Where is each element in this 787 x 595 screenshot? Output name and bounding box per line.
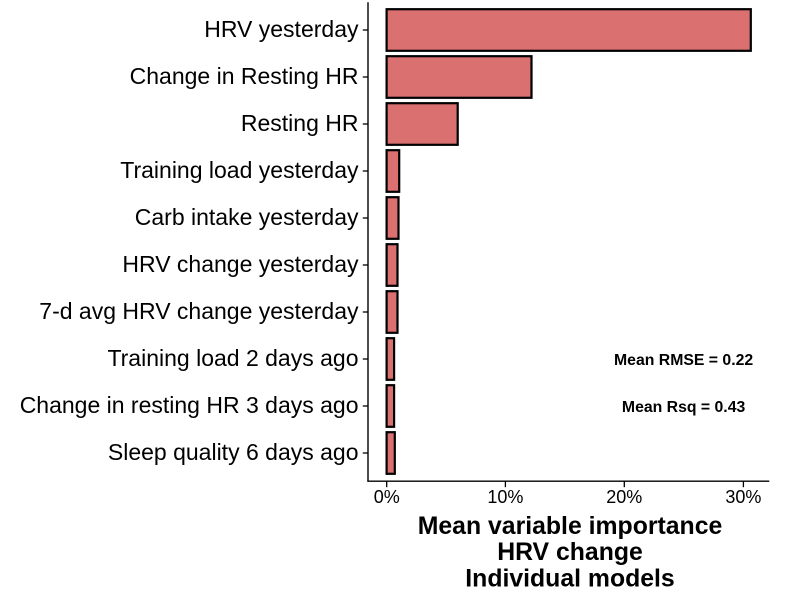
svg-text:7-d avg HRV change yesterday: 7-d avg HRV change yesterday	[39, 298, 359, 324]
svg-text:Resting HR: Resting HR	[241, 110, 359, 136]
svg-text:Change in resting HR 3 days ag: Change in resting HR 3 days ago	[20, 392, 359, 418]
svg-text:HRV change yesterday: HRV change yesterday	[122, 251, 359, 277]
svg-text:Mean RMSE = 0.22: Mean RMSE = 0.22	[614, 352, 753, 369]
svg-text:0%: 0%	[374, 487, 400, 507]
svg-text:Change in Resting HR: Change in Resting HR	[130, 63, 359, 89]
svg-text:HRV yesterday: HRV yesterday	[204, 16, 359, 42]
svg-text:Individual models: Individual models	[465, 565, 674, 592]
svg-text:10%: 10%	[487, 487, 523, 507]
svg-text:Training load 2 days ago: Training load 2 days ago	[107, 345, 358, 371]
svg-text:20%: 20%	[606, 487, 642, 507]
svg-text:Carb intake yesterday: Carb intake yesterday	[135, 204, 359, 230]
svg-text:HRV change: HRV change	[497, 539, 643, 566]
svg-text:Training load yesterday: Training load yesterday	[120, 157, 359, 183]
svg-text:30%: 30%	[725, 487, 761, 507]
svg-text:Sleep quality 6 days ago: Sleep quality 6 days ago	[108, 439, 359, 465]
svg-text:Mean Rsq = 0.43: Mean Rsq = 0.43	[622, 399, 746, 416]
svg-text:Mean variable importance: Mean variable importance	[418, 513, 723, 540]
